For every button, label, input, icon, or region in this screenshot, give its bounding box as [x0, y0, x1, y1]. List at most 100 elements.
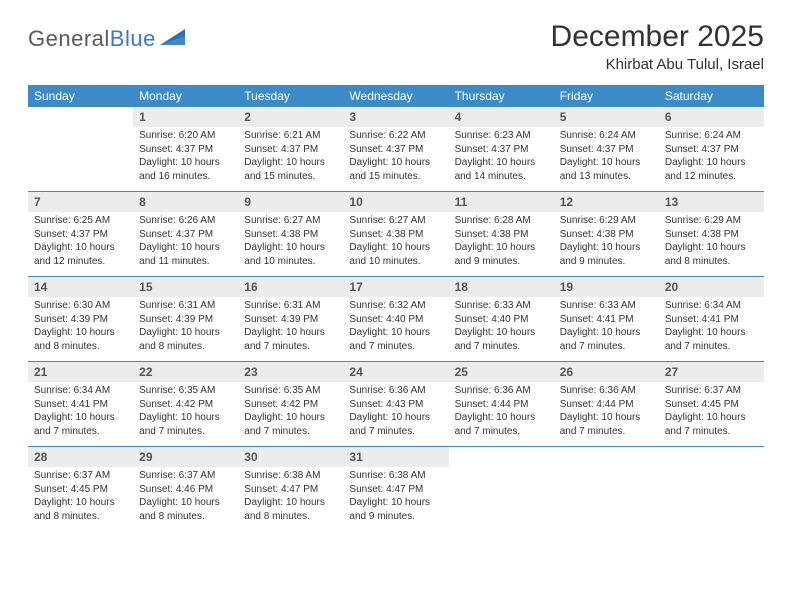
daylight-text-2: and 8 minutes.	[244, 510, 337, 524]
day-number-cell: 19	[554, 277, 659, 297]
day-detail-cell: Sunrise: 6:36 AMSunset: 4:44 PMDaylight:…	[554, 382, 659, 447]
day-number-row: 78910111213	[28, 192, 764, 212]
daylight-text-2: and 15 minutes.	[349, 170, 442, 184]
day-detail-cell: Sunrise: 6:22 AMSunset: 4:37 PMDaylight:…	[343, 127, 448, 192]
day-number-cell: 6	[659, 107, 764, 127]
day-number-cell	[554, 447, 659, 467]
daylight-text-2: and 7 minutes.	[349, 425, 442, 439]
daylight-text-1: Daylight: 10 hours	[455, 156, 548, 170]
sunrise-text: Sunrise: 6:26 AM	[139, 214, 232, 228]
daylight-text-2: and 7 minutes.	[560, 425, 653, 439]
sunset-text: Sunset: 4:44 PM	[455, 398, 548, 412]
day-number-cell: 21	[28, 362, 133, 382]
day-number-cell: 17	[343, 277, 448, 297]
day-detail-cell: Sunrise: 6:30 AMSunset: 4:39 PMDaylight:…	[28, 297, 133, 362]
daylight-text-1: Daylight: 10 hours	[139, 156, 232, 170]
sunrise-text: Sunrise: 6:35 AM	[139, 384, 232, 398]
sunrise-text: Sunrise: 6:34 AM	[34, 384, 127, 398]
daylight-text-2: and 8 minutes.	[139, 340, 232, 354]
daylight-text-1: Daylight: 10 hours	[560, 411, 653, 425]
sunrise-text: Sunrise: 6:33 AM	[455, 299, 548, 313]
calendar-table: Sunday Monday Tuesday Wednesday Thursday…	[28, 85, 764, 531]
daylight-text-1: Daylight: 10 hours	[244, 496, 337, 510]
day-number-row: 28293031	[28, 447, 764, 467]
sunset-text: Sunset: 4:37 PM	[349, 143, 442, 157]
day-number-cell: 7	[28, 192, 133, 212]
daylight-text-1: Daylight: 10 hours	[34, 496, 127, 510]
sunrise-text: Sunrise: 6:37 AM	[34, 469, 127, 483]
day-detail-cell: Sunrise: 6:28 AMSunset: 4:38 PMDaylight:…	[449, 212, 554, 277]
day-number-cell: 10	[343, 192, 448, 212]
day-number-cell: 11	[449, 192, 554, 212]
day-number-cell: 12	[554, 192, 659, 212]
daylight-text-1: Daylight: 10 hours	[665, 326, 758, 340]
day-number-cell: 24	[343, 362, 448, 382]
calendar-body: 123456Sunrise: 6:20 AMSunset: 4:37 PMDay…	[28, 107, 764, 531]
sunset-text: Sunset: 4:42 PM	[139, 398, 232, 412]
sunrise-text: Sunrise: 6:24 AM	[665, 129, 758, 143]
sunrise-text: Sunrise: 6:31 AM	[244, 299, 337, 313]
day-number-cell: 27	[659, 362, 764, 382]
day-detail-cell: Sunrise: 6:37 AMSunset: 4:45 PMDaylight:…	[28, 467, 133, 531]
daylight-text-2: and 12 minutes.	[34, 255, 127, 269]
sunset-text: Sunset: 4:37 PM	[139, 228, 232, 242]
sunrise-text: Sunrise: 6:38 AM	[244, 469, 337, 483]
dow-sunday: Sunday	[28, 85, 133, 107]
daylight-text-2: and 7 minutes.	[244, 340, 337, 354]
day-detail-cell: Sunrise: 6:27 AMSunset: 4:38 PMDaylight:…	[343, 212, 448, 277]
sunset-text: Sunset: 4:47 PM	[244, 483, 337, 497]
sunset-text: Sunset: 4:37 PM	[455, 143, 548, 157]
sunrise-text: Sunrise: 6:24 AM	[560, 129, 653, 143]
daylight-text-1: Daylight: 10 hours	[349, 156, 442, 170]
sunrise-text: Sunrise: 6:36 AM	[560, 384, 653, 398]
daylight-text-1: Daylight: 10 hours	[560, 326, 653, 340]
daylight-text-2: and 8 minutes.	[34, 510, 127, 524]
day-detail-cell: Sunrise: 6:34 AMSunset: 4:41 PMDaylight:…	[659, 297, 764, 362]
day-detail-cell: Sunrise: 6:24 AMSunset: 4:37 PMDaylight:…	[659, 127, 764, 192]
sunset-text: Sunset: 4:45 PM	[665, 398, 758, 412]
logo-triangle-icon	[160, 28, 186, 51]
sunset-text: Sunset: 4:43 PM	[349, 398, 442, 412]
day-detail-cell: Sunrise: 6:35 AMSunset: 4:42 PMDaylight:…	[133, 382, 238, 447]
day-detail-cell: Sunrise: 6:35 AMSunset: 4:42 PMDaylight:…	[238, 382, 343, 447]
sunrise-text: Sunrise: 6:32 AM	[349, 299, 442, 313]
daylight-text-2: and 16 minutes.	[139, 170, 232, 184]
calendar-page: GeneralBlue December 2025 Khirbat Abu Tu…	[0, 0, 792, 551]
daylight-text-2: and 7 minutes.	[139, 425, 232, 439]
daylight-text-2: and 7 minutes.	[455, 340, 548, 354]
dow-wednesday: Wednesday	[343, 85, 448, 107]
daylight-text-1: Daylight: 10 hours	[244, 241, 337, 255]
sunset-text: Sunset: 4:45 PM	[34, 483, 127, 497]
sunrise-text: Sunrise: 6:31 AM	[139, 299, 232, 313]
day-number-cell: 22	[133, 362, 238, 382]
sunrise-text: Sunrise: 6:23 AM	[455, 129, 548, 143]
daylight-text-1: Daylight: 10 hours	[139, 496, 232, 510]
sunset-text: Sunset: 4:39 PM	[244, 313, 337, 327]
daylight-text-1: Daylight: 10 hours	[34, 326, 127, 340]
sunrise-text: Sunrise: 6:34 AM	[665, 299, 758, 313]
daylight-text-1: Daylight: 10 hours	[244, 326, 337, 340]
sunrise-text: Sunrise: 6:22 AM	[349, 129, 442, 143]
day-detail-cell: Sunrise: 6:33 AMSunset: 4:41 PMDaylight:…	[554, 297, 659, 362]
daylight-text-2: and 7 minutes.	[244, 425, 337, 439]
daylight-text-2: and 7 minutes.	[560, 340, 653, 354]
day-detail-cell: Sunrise: 6:37 AMSunset: 4:45 PMDaylight:…	[659, 382, 764, 447]
logo-word1: General	[28, 26, 110, 51]
sunset-text: Sunset: 4:41 PM	[560, 313, 653, 327]
dow-monday: Monday	[133, 85, 238, 107]
day-detail-cell: Sunrise: 6:31 AMSunset: 4:39 PMDaylight:…	[133, 297, 238, 362]
daylight-text-1: Daylight: 10 hours	[34, 411, 127, 425]
daylight-text-1: Daylight: 10 hours	[349, 496, 442, 510]
dow-saturday: Saturday	[659, 85, 764, 107]
logo-text: GeneralBlue	[28, 26, 156, 52]
daylight-text-2: and 7 minutes.	[349, 340, 442, 354]
day-detail-cell: Sunrise: 6:26 AMSunset: 4:37 PMDaylight:…	[133, 212, 238, 277]
day-detail-cell: Sunrise: 6:34 AMSunset: 4:41 PMDaylight:…	[28, 382, 133, 447]
daylight-text-2: and 14 minutes.	[455, 170, 548, 184]
day-detail-row: Sunrise: 6:34 AMSunset: 4:41 PMDaylight:…	[28, 382, 764, 447]
daylight-text-1: Daylight: 10 hours	[34, 241, 127, 255]
day-detail-cell: Sunrise: 6:23 AMSunset: 4:37 PMDaylight:…	[449, 127, 554, 192]
daylight-text-2: and 15 minutes.	[244, 170, 337, 184]
daylight-text-2: and 8 minutes.	[665, 255, 758, 269]
day-of-week-row: Sunday Monday Tuesday Wednesday Thursday…	[28, 85, 764, 107]
